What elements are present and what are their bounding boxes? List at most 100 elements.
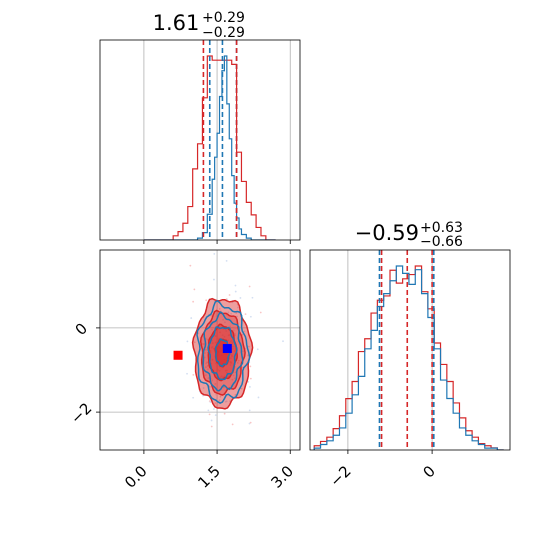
scatter-point bbox=[233, 350, 236, 352]
scatter-point bbox=[205, 362, 208, 365]
plot-area-joint bbox=[173, 253, 284, 428]
scatter-point bbox=[210, 425, 213, 428]
scatter-point bbox=[259, 311, 262, 314]
scatter-point bbox=[236, 361, 239, 364]
scatter-point bbox=[218, 307, 221, 310]
scatter-point bbox=[229, 357, 232, 360]
ticks-joint: 0.0 1.5 3.0 −2 0 bbox=[67, 319, 297, 491]
scatter-point bbox=[221, 334, 224, 337]
yaxis-joint-label-0: −2 bbox=[67, 399, 95, 427]
scatter-point bbox=[229, 340, 232, 343]
scatter-point bbox=[231, 423, 234, 426]
scatter-point bbox=[236, 306, 239, 309]
scatter-point bbox=[249, 377, 252, 380]
scatter-point bbox=[216, 368, 219, 371]
scatter-point bbox=[209, 401, 212, 403]
scatter-point bbox=[192, 373, 195, 376]
scatter-point bbox=[221, 375, 223, 378]
scatter-point bbox=[244, 313, 247, 315]
scatter-point bbox=[202, 387, 205, 389]
scatter-point bbox=[211, 358, 214, 361]
scatter-point bbox=[227, 339, 230, 342]
xaxis-joint-label-2: 3.0 bbox=[267, 462, 297, 492]
title-param1-minus: −0.29 bbox=[202, 25, 245, 41]
scatter-point bbox=[240, 387, 243, 390]
scatter-point bbox=[207, 409, 210, 412]
scatter-point bbox=[231, 345, 234, 348]
scatter-point bbox=[213, 253, 216, 255]
scatter-point bbox=[247, 345, 250, 348]
histogram-blue-param2 bbox=[313, 265, 504, 450]
contour-blue-3 bbox=[202, 311, 244, 392]
scatter-point bbox=[223, 375, 226, 378]
title-param1: 1.61 bbox=[153, 11, 200, 35]
scatter-point bbox=[243, 330, 246, 333]
contour-blue-4 bbox=[196, 299, 251, 405]
xaxis-param2-label-0: −2 bbox=[326, 462, 354, 490]
ticks-marginal-param1 bbox=[143, 240, 291, 244]
frame-joint bbox=[99, 249, 301, 451]
scatter-point bbox=[218, 400, 221, 402]
scatter-point bbox=[225, 298, 228, 301]
scatter-point bbox=[223, 335, 226, 338]
scatter-point bbox=[225, 259, 228, 262]
scatter-point bbox=[208, 413, 211, 416]
xaxis-joint-label-1: 1.5 bbox=[194, 462, 224, 492]
scatter-point bbox=[236, 315, 239, 318]
scatter-point bbox=[247, 380, 250, 383]
scatter-point bbox=[231, 347, 234, 350]
scatter-point bbox=[213, 278, 215, 281]
scatter-point bbox=[251, 296, 254, 299]
panel-joint: 0.0 1.5 3.0 −2 0 bbox=[67, 249, 301, 492]
scatter-point bbox=[219, 395, 222, 398]
scatter-point bbox=[234, 290, 237, 293]
scatter-point bbox=[186, 372, 188, 375]
scatter-point bbox=[212, 408, 215, 410]
scatter-point bbox=[227, 311, 230, 314]
scatter-point bbox=[228, 334, 231, 336]
scatter-point bbox=[233, 332, 236, 335]
scatter-point bbox=[205, 299, 208, 302]
scatter-point bbox=[228, 342, 231, 345]
panel-marginal-param1: 1.61 +0.29 −0.29 bbox=[99, 10, 301, 244]
scatter-point bbox=[211, 379, 214, 382]
scatter-point bbox=[247, 354, 249, 357]
scatter-point bbox=[231, 378, 234, 381]
scatter-point bbox=[212, 347, 215, 350]
scatter-point bbox=[225, 330, 228, 332]
scatter-point bbox=[233, 377, 236, 380]
scatter-point bbox=[210, 419, 213, 422]
scatter-point bbox=[242, 350, 244, 353]
scatter-point bbox=[230, 354, 233, 357]
scatter-point bbox=[204, 374, 207, 376]
scatter-point bbox=[193, 341, 196, 344]
scatter-point bbox=[249, 421, 252, 424]
scatter-point bbox=[248, 409, 251, 412]
scatter-point bbox=[256, 348, 259, 351]
scatter-point bbox=[211, 346, 214, 348]
histogram-red-param2 bbox=[313, 265, 504, 450]
scatter-point bbox=[230, 312, 233, 315]
scatter-point bbox=[232, 329, 235, 332]
xaxis-joint-label-0: 0.0 bbox=[121, 462, 151, 492]
histogram-red-param1 bbox=[143, 55, 276, 240]
scatter-point bbox=[257, 396, 260, 399]
frame-marginal-param2 bbox=[309, 249, 511, 451]
scatter-point bbox=[218, 369, 221, 372]
scatter-point bbox=[214, 335, 217, 337]
scatter-point bbox=[206, 364, 209, 367]
marker-blue bbox=[222, 344, 232, 354]
scatter-point bbox=[215, 315, 218, 318]
plot-area-marginal-param2 bbox=[313, 250, 504, 450]
scatter-point bbox=[204, 348, 207, 351]
scatter-point bbox=[215, 393, 218, 396]
scatter-point bbox=[249, 365, 252, 368]
title-param2-plus: +0.63 bbox=[420, 220, 463, 236]
scatter-point bbox=[239, 297, 242, 299]
scatter-point bbox=[209, 349, 212, 352]
scatter-point bbox=[205, 366, 208, 369]
scatter-point bbox=[234, 284, 237, 287]
scatter-point bbox=[224, 321, 226, 324]
scatter-point bbox=[241, 333, 244, 336]
